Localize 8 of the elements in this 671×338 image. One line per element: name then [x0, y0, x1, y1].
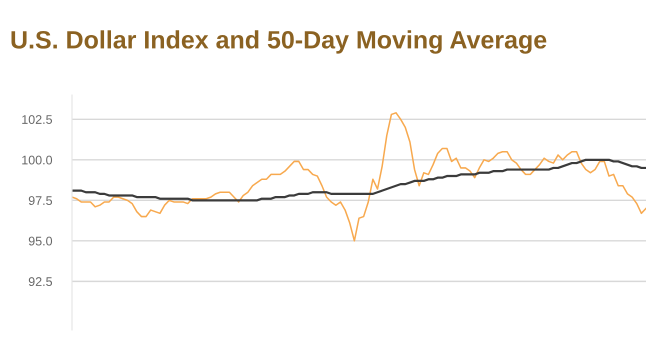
y-tick-label: 92.5 [28, 277, 52, 286]
y-tick-label: 102.5 [22, 115, 52, 124]
y-tick-label: 100.0 [22, 156, 52, 164]
y-tick-label: 95.0 [28, 236, 52, 246]
line-series [72, 112, 646, 242]
line-series [72, 158, 646, 202]
chart-title: U.S. Dollar Index and 50-Day Moving Average [12, 30, 546, 54]
y-tick-label: 97.5 [28, 196, 52, 205]
